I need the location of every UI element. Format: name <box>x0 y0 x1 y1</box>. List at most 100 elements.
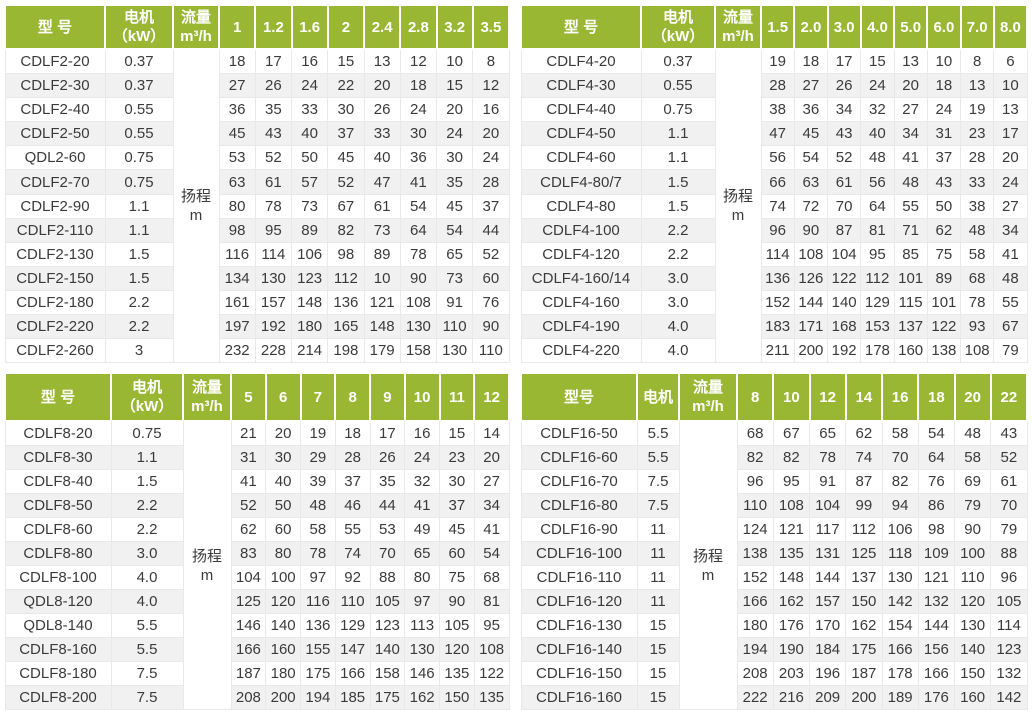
head-value-cell: 20 <box>363 73 401 99</box>
table-row: CDLF4-20 0.37 扬程 m 19 18 17 15 13 10 8 6 <box>520 48 1028 363</box>
head-value-cell: 68 <box>473 565 510 591</box>
head-value-cell: 19 <box>760 48 795 75</box>
head-value-cell: 10 <box>435 48 474 75</box>
table-body: CDLF2-20 0.37 扬程 m 18 17 16 15 13 12 10 8 CDLF2-30 0.… <box>4 48 510 363</box>
flow-rate-header: 5.0 <box>892 4 929 50</box>
motor-header-line: （kW） <box>120 398 174 415</box>
head-value-cell: 34 <box>993 217 1028 243</box>
head-value-cell: 54 <box>435 217 474 243</box>
head-value-cell: 18 <box>218 48 256 75</box>
head-value-cell: 110 <box>334 589 371 615</box>
head-value-cell: 94 <box>881 493 919 519</box>
flow-rate-header: 12 <box>808 372 847 422</box>
motor-kw-cell: 0.55 <box>640 73 716 99</box>
pump-table-cdlf4: 型 号电机 （kW） 流量 m³/h 1.5 2.0 3.0 4.0 5.0 6.0 7.0 8.0 C… <box>520 4 1028 363</box>
head-value-cell: 41 <box>404 493 440 519</box>
head-value-cell: 43 <box>926 169 962 195</box>
head-value-cell: 45 <box>435 193 474 219</box>
head-value-cell: 194 <box>300 684 336 710</box>
model-cell: CDLF4-20 <box>520 48 642 75</box>
model-cell: CDLF16-130 <box>520 613 638 639</box>
head-value-cell: 180 <box>265 661 301 686</box>
motor-kw-cell: 2.2 <box>110 517 184 543</box>
motor-kw-cell: 15 <box>636 684 680 710</box>
head-value-cell: 106 <box>290 241 329 267</box>
head-value-cell: 37 <box>439 493 475 519</box>
head-value-cell: 130 <box>953 613 992 639</box>
head-value-cell: 58 <box>300 517 336 543</box>
head-value-cell: 20 <box>893 73 928 99</box>
head-value-cell: 95 <box>860 241 895 267</box>
head-value-cell: 90 <box>472 313 510 339</box>
head-value-cell: 126 <box>793 265 829 291</box>
model-cell: CDLF2-220 <box>4 313 106 339</box>
motor-kw-cell: 0.37 <box>640 48 716 75</box>
table-row: CDLF4-60 1.1 56 54 52 48 41 37 28 20 <box>520 145 1028 171</box>
flow-column-header: 流量 m³/h <box>182 372 232 422</box>
motor-header-line: 电机 <box>642 388 673 406</box>
head-value-cell: 86 <box>917 493 956 519</box>
head-value-cell: 123 <box>990 637 1028 662</box>
head-value-cell: 26 <box>826 73 862 99</box>
motor-kw-cell: 11 <box>636 589 680 615</box>
table-body: CDLF8-20 0.75 扬程 m 21 20 19 18 17 16 15 14 CDLF8-30 1… <box>4 420 510 710</box>
head-unit-line: 扬程 <box>180 188 211 205</box>
head-value-cell: 13 <box>959 73 995 99</box>
head-value-cell: 160 <box>265 637 301 662</box>
head-value-cell: 228 <box>254 337 293 363</box>
flow-header-line: m³/h <box>180 28 212 45</box>
flow-rate-header: 1.6 <box>290 4 329 50</box>
header-row: 型 号电机 （kW） 流量 m³/h 1 1.2 1.6 2 2.4 2.8 3.2 3.5 <box>4 4 510 50</box>
head-value-cell: 140 <box>826 289 862 315</box>
head-value-cell: 114 <box>254 241 293 267</box>
model-cell: CDLF16-150 <box>520 661 638 686</box>
head-value-cell: 10 <box>926 48 962 75</box>
table-row: CDLF8-40 1.5 41 40 39 37 35 32 30 27 <box>4 469 510 495</box>
motor-kw-cell: 1.5 <box>104 265 174 291</box>
head-value-cell: 61 <box>363 193 401 219</box>
flow-column-header: 流量 m³/h <box>678 372 738 422</box>
head-value-cell: 34 <box>826 97 862 123</box>
head-value-cell: 74 <box>760 193 795 219</box>
flow-header-line: 流量 <box>180 9 211 26</box>
model-cell: CDLF16-90 <box>520 517 638 543</box>
head-value-cell: 52 <box>472 241 510 267</box>
table-row: CDLF2-70 0.75 63 61 57 52 47 41 35 28 <box>4 169 510 195</box>
head-value-cell: 203 <box>772 661 811 686</box>
head-value-cell: 39 <box>300 469 336 495</box>
head-value-cell: 20 <box>473 445 510 471</box>
head-value-cell: 48 <box>953 420 992 447</box>
head-value-cell: 157 <box>808 589 847 615</box>
head-value-cell: 12 <box>472 73 510 99</box>
head-unit-line: 扬程 <box>191 547 222 565</box>
head-value-cell: 52 <box>826 145 862 171</box>
head-value-cell: 48 <box>860 145 895 171</box>
model-cell: CDLF2-30 <box>4 73 106 99</box>
head-value-cell: 34 <box>893 121 928 147</box>
head-value-cell: 54 <box>473 541 510 567</box>
head-value-cell: 26 <box>254 73 293 99</box>
pump-table-cdlf2: 型 号电机 （kW） 流量 m³/h 1 1.2 1.6 2 2.4 2.8 3.2 3.5 CDLF2… <box>4 4 510 363</box>
head-value-cell: 135 <box>439 661 475 686</box>
head-value-cell: 132 <box>917 589 956 615</box>
head-value-cell: 32 <box>860 97 895 123</box>
head-value-cell: 156 <box>917 637 956 662</box>
head-value-cell: 165 <box>327 313 365 339</box>
flow-header-line: m³/h <box>722 28 754 45</box>
motor-header-line: （kW） <box>112 28 166 45</box>
model-cell: CDLF16-140 <box>520 637 638 662</box>
model-cell: CDLF4-160 <box>520 289 642 315</box>
motor-column-header: 电机 （kW） <box>640 4 716 50</box>
motor-kw-cell: 1.5 <box>110 469 184 495</box>
head-value-cell: 105 <box>439 613 475 639</box>
table-row: CDLF2-110 1.1 98 95 89 82 73 64 54 44 <box>4 217 510 243</box>
head-value-cell: 54 <box>793 145 829 171</box>
head-value-cell: 166 <box>881 637 919 662</box>
motor-kw-cell: 11 <box>636 565 680 591</box>
head-value-cell: 122 <box>926 313 962 339</box>
head-value-cell: 55 <box>334 517 371 543</box>
head-value-cell: 58 <box>953 445 992 471</box>
head-value-cell: 140 <box>953 637 992 662</box>
head-value-cell: 82 <box>881 469 919 495</box>
